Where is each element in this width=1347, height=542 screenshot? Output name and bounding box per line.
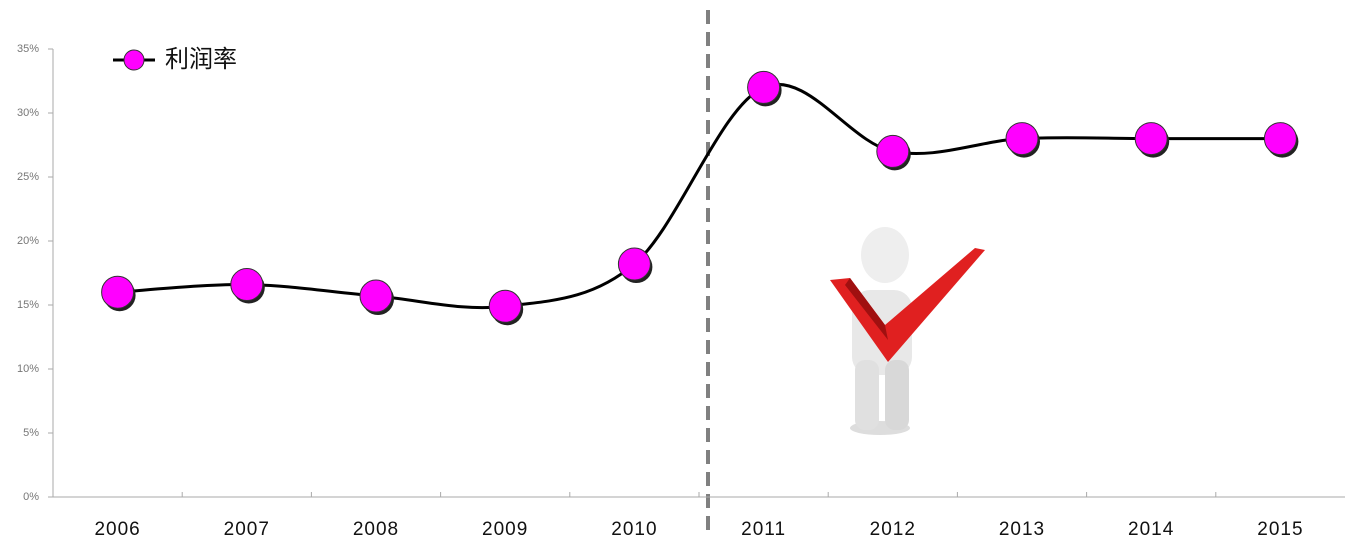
x-tick-label: 2014	[1128, 519, 1174, 540]
marker	[230, 268, 264, 302]
x-tick-label: 2011	[741, 519, 786, 540]
x-tick-label: 2009	[482, 519, 528, 540]
x-tick-label: 2012	[870, 519, 916, 540]
y-tick-label: 10%	[17, 363, 39, 375]
marker	[1005, 122, 1039, 156]
y-tick-label: 20%	[17, 235, 39, 247]
y-tick-label: 35%	[17, 43, 39, 55]
y-tick-label: 30%	[17, 107, 39, 119]
x-tick-label: 2008	[353, 519, 399, 540]
marker	[1263, 122, 1297, 156]
series-line	[117, 83, 1281, 310]
x-tick-label: 2006	[94, 519, 140, 540]
y-tick-label: 25%	[17, 171, 39, 183]
marker	[1134, 122, 1168, 156]
y-tick-label: 5%	[23, 427, 39, 439]
legend-marker	[123, 49, 145, 71]
y-tick-label: 15%	[17, 299, 39, 311]
marker	[101, 275, 135, 309]
marker	[617, 247, 651, 281]
marker	[488, 289, 522, 323]
marker	[359, 279, 393, 313]
y-tick-label: 0%	[23, 491, 39, 503]
person-illustration	[830, 227, 985, 435]
x-tick-label: 2015	[1257, 519, 1303, 540]
x-tick-label: 2010	[611, 519, 657, 540]
legend-label: 利润率	[165, 45, 237, 73]
marker	[876, 134, 910, 168]
x-tick-label: 2013	[999, 519, 1045, 540]
x-tick-label: 2007	[224, 519, 270, 540]
marker	[747, 70, 781, 104]
